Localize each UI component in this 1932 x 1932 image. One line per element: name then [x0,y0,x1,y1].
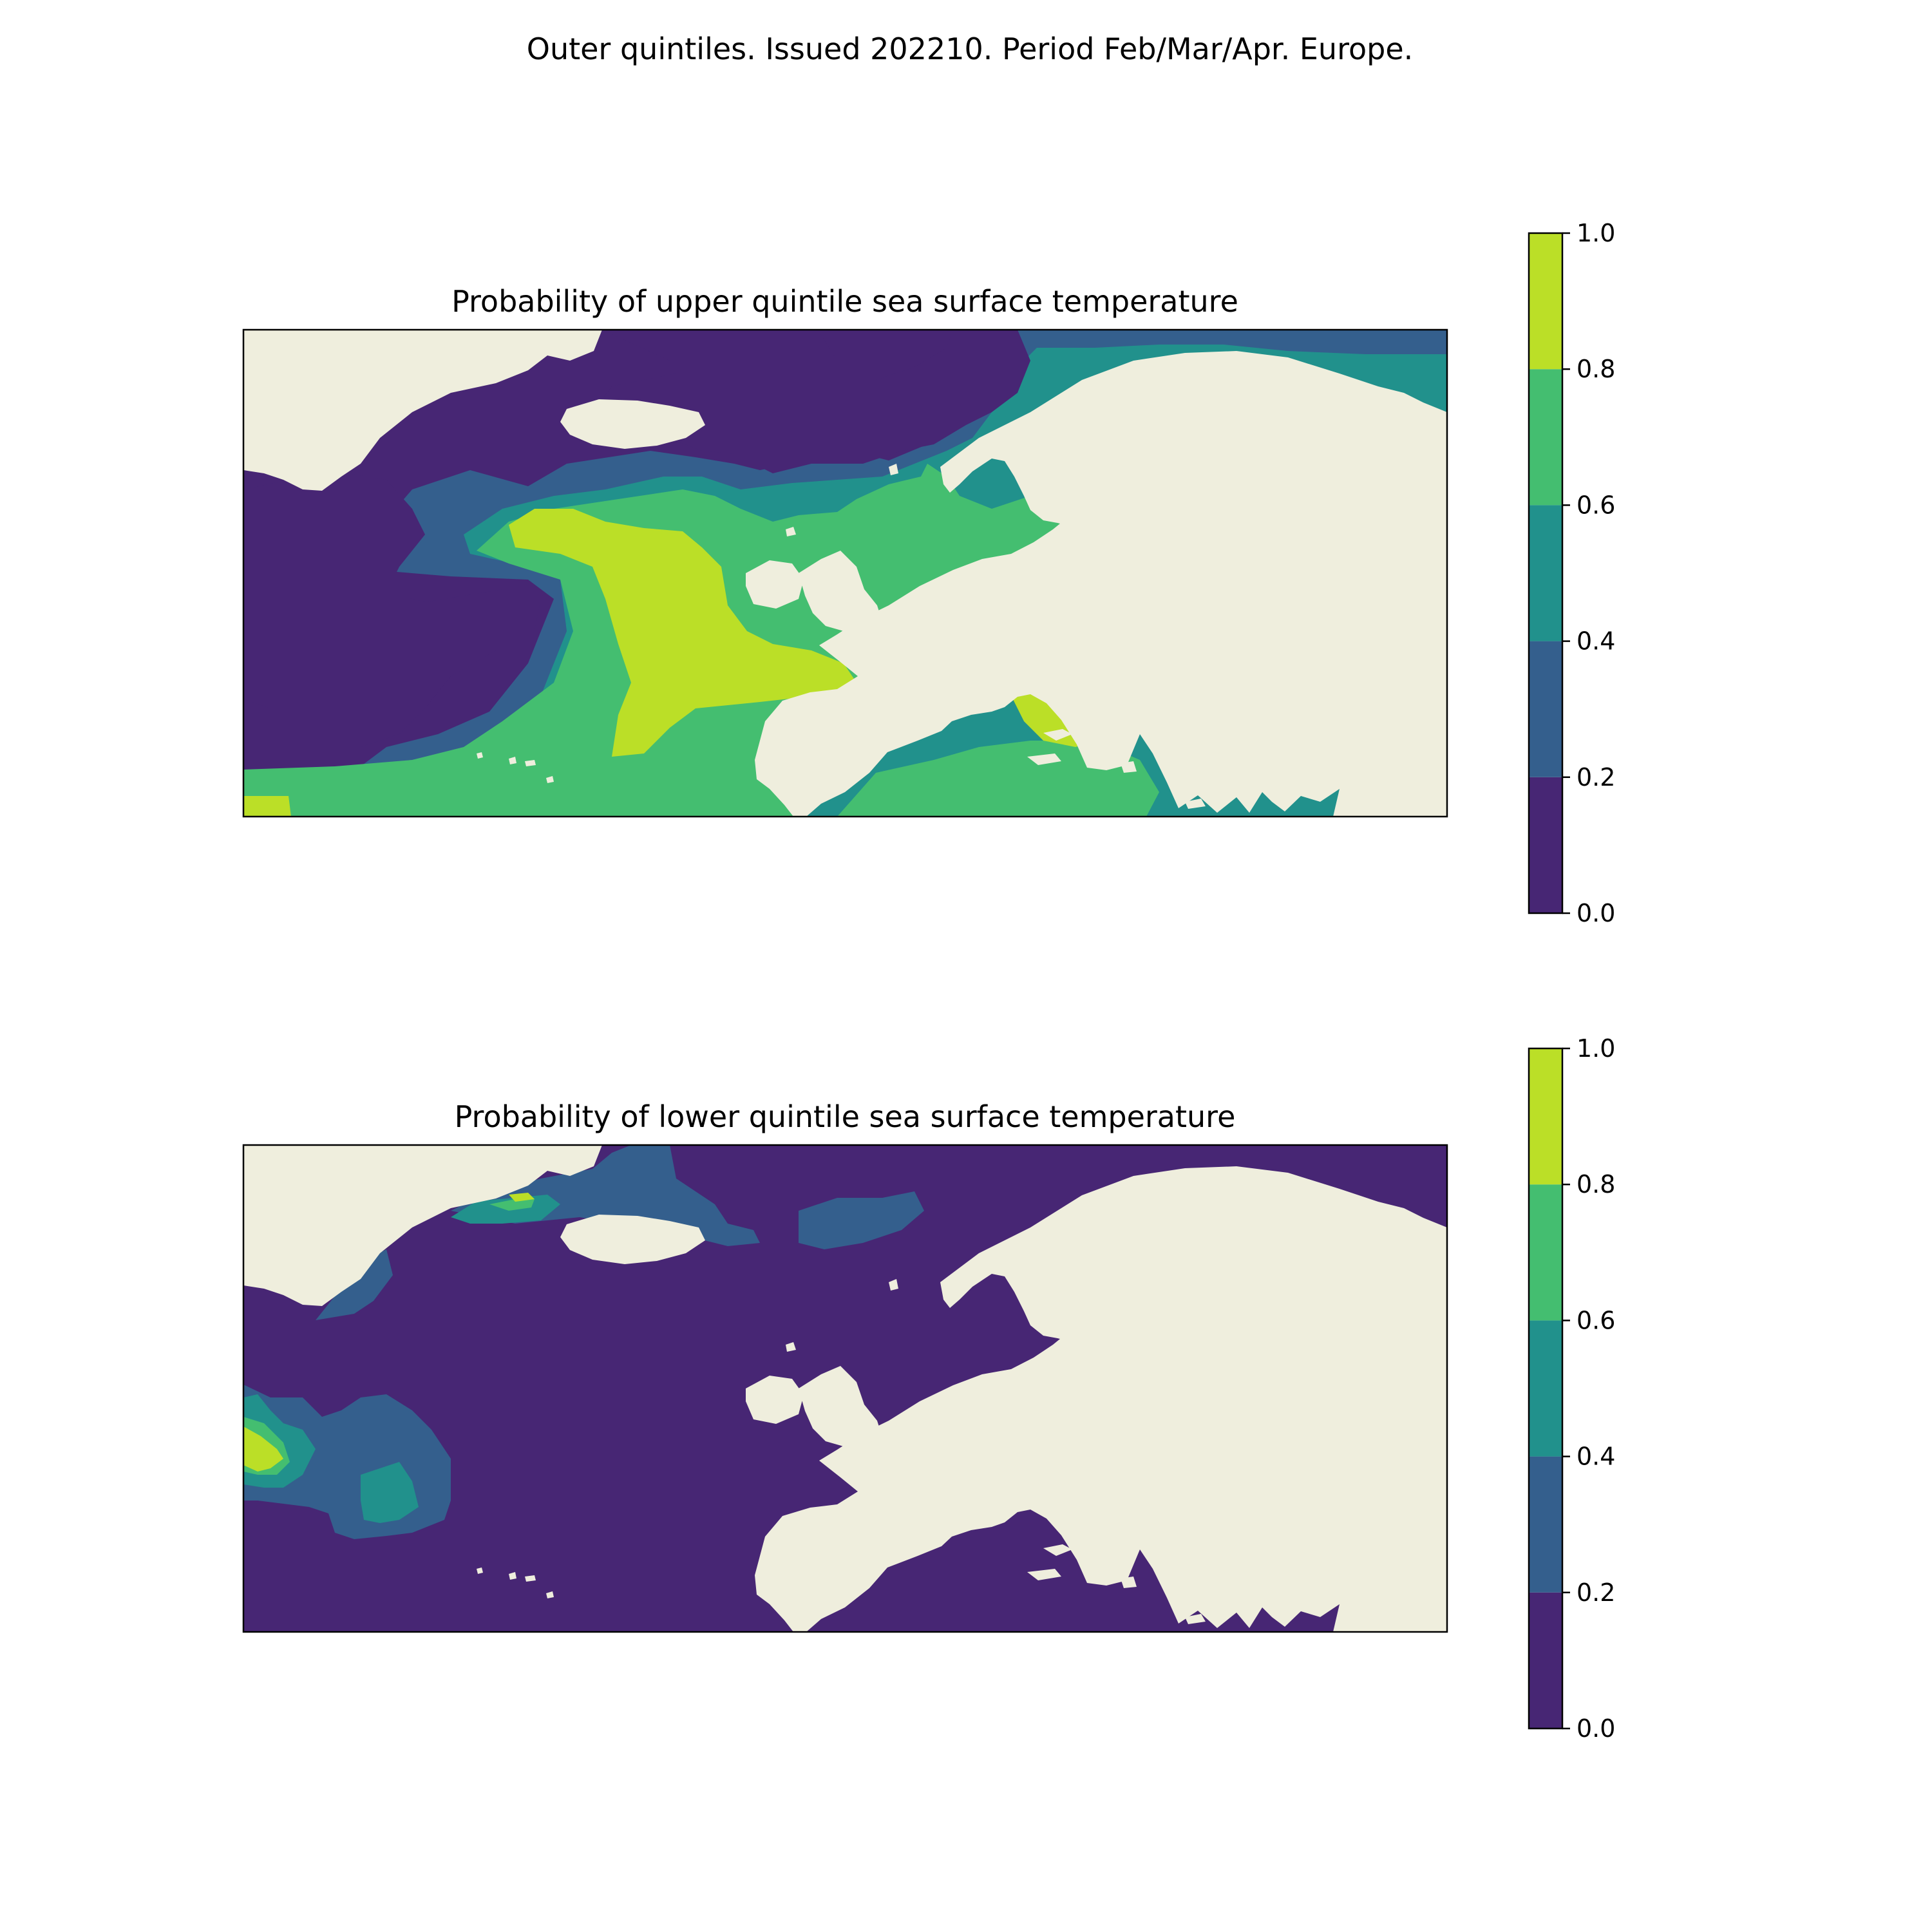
colorbar-tick-label: 0.0 [1577,1714,1615,1743]
colorbar-lower: 0.0 0.2 0.4 0.6 0.8 1.0 [1528,1034,1615,1743]
contour-0.0-0.2-norwegian [592,330,1030,473]
contour-0.6-0.8-denmark [489,1199,535,1211]
colorbar-tick-label: 1.0 [1577,1034,1615,1063]
contour-0.8-1.0-atlantic [509,509,857,757]
colorbar-frame [1528,232,1564,914]
colorbar-tick-label: 1.0 [1577,219,1615,247]
map-frame [242,328,1448,818]
colorbar-tick-label: 0.8 [1577,1170,1615,1198]
contour-0.6-0.8-med [837,741,1159,817]
colorbar-segment [1529,777,1562,913]
colorbar-tick-label: 0.0 [1577,899,1615,927]
colorbar-tick-label: 0.8 [1577,355,1615,383]
colorbar-segment [1529,641,1562,777]
colorbar-segment [1529,233,1562,370]
figure-title: Outer quintiles. Issued 202210. Period F… [527,32,1414,66]
map-lower-quintile: Probability of lower quintile sea surfac… [242,1099,1448,1633]
contour-0.8-1.0-west [243,1426,283,1472]
contour-0.8-1.0-denmark [509,1193,535,1202]
colorbar-segment [1529,1592,1562,1728]
colorbar-tick-label: 0.2 [1577,1578,1615,1607]
map-title: Probability of upper quintile sea surfac… [451,284,1238,319]
colorbar-tick-label: 0.6 [1577,491,1615,519]
map-frame [242,1144,1448,1633]
colorbar-tick-label: 0.4 [1577,1443,1615,1471]
colorbar-segment [1529,1048,1562,1185]
colorbar-upper: 0.0 0.2 0.4 0.6 0.8 1.0 [1528,219,1615,927]
colorbar-tick-label: 0.6 [1577,1306,1615,1334]
colorbar-tick-label: 0.4 [1577,627,1615,656]
contour-0.2-0.4-greenland [316,1249,393,1320]
colorbar-segment [1529,1320,1562,1457]
map-upper-quintile: Probability of upper quintile sea surfac… [242,284,1448,818]
contour-0.2-0.4-nordic [799,1191,924,1249]
colorbar-segment [1529,505,1562,641]
colorbar-tick-label: 0.2 [1577,763,1615,791]
contour-0.0-0.2-west [243,473,541,747]
colorbar-segment [1529,369,1562,506]
colorbar-frame [1528,1047,1564,1730]
contour-0.8-1.0-corner [243,796,291,817]
colorbar-segment [1529,1184,1562,1321]
contour-0.4-0.6-mid-atlantic [361,1462,419,1523]
colorbar-segment [1529,1456,1562,1593]
map-title: Probability of lower quintile sea surfac… [455,1099,1236,1134]
